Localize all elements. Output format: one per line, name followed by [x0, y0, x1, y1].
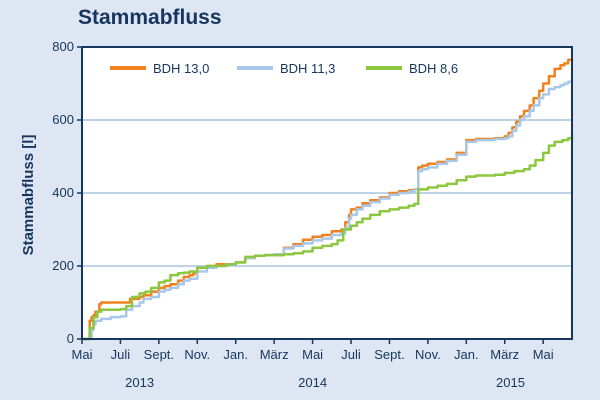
- y-tick-label: 0: [67, 331, 74, 346]
- legend-label: BDH 8,6: [409, 61, 458, 76]
- legend-label: BDH 11,3: [280, 61, 335, 76]
- x-tick-label: Sept.: [144, 347, 174, 362]
- y-tick-label: 400: [52, 185, 74, 200]
- y-ticks: 0 200 400 600 800: [52, 39, 82, 346]
- x-tick-label: März: [260, 347, 289, 362]
- y-tick-label: 600: [52, 112, 74, 127]
- x-tick-label: Sept.: [374, 347, 404, 362]
- y-tick-label: 200: [52, 258, 74, 273]
- x-year-label: 2015: [496, 375, 525, 390]
- y-axis-label: Stammabfluss [l]: [20, 135, 37, 256]
- series-group: [82, 58, 574, 341]
- x-tick-label: Mai: [533, 347, 554, 362]
- x-tick-label: März: [490, 347, 519, 362]
- gridlines: [82, 119, 572, 267]
- x-year-label: 2014: [298, 375, 327, 390]
- y-tick-label: 800: [52, 39, 74, 54]
- x-tick-label: Mai: [302, 347, 323, 362]
- series-line-3: [82, 134, 574, 341]
- x-tick-label: Juli: [341, 347, 361, 362]
- series-line-2: [82, 80, 572, 341]
- x-tick-label: Jan.: [223, 347, 248, 362]
- chart-title: Stammabfluss: [78, 6, 222, 29]
- x-tick-label: Mai: [72, 347, 93, 362]
- x-ticks: Mai Juli Sept. Nov. Jan. März Mai Juli Sept. Nov.…: [72, 339, 554, 390]
- legend-label: BDH 13,0: [153, 61, 209, 76]
- legend: BDH 13,0 BDH 11,3 BDH 8,6: [110, 61, 458, 76]
- x-tick-label: Jan.: [454, 347, 479, 362]
- x-tick-label: Nov.: [415, 347, 441, 362]
- x-tick-label: Juli: [111, 347, 131, 362]
- x-tick-label: Nov.: [184, 347, 210, 362]
- x-year-label: 2013: [125, 375, 154, 390]
